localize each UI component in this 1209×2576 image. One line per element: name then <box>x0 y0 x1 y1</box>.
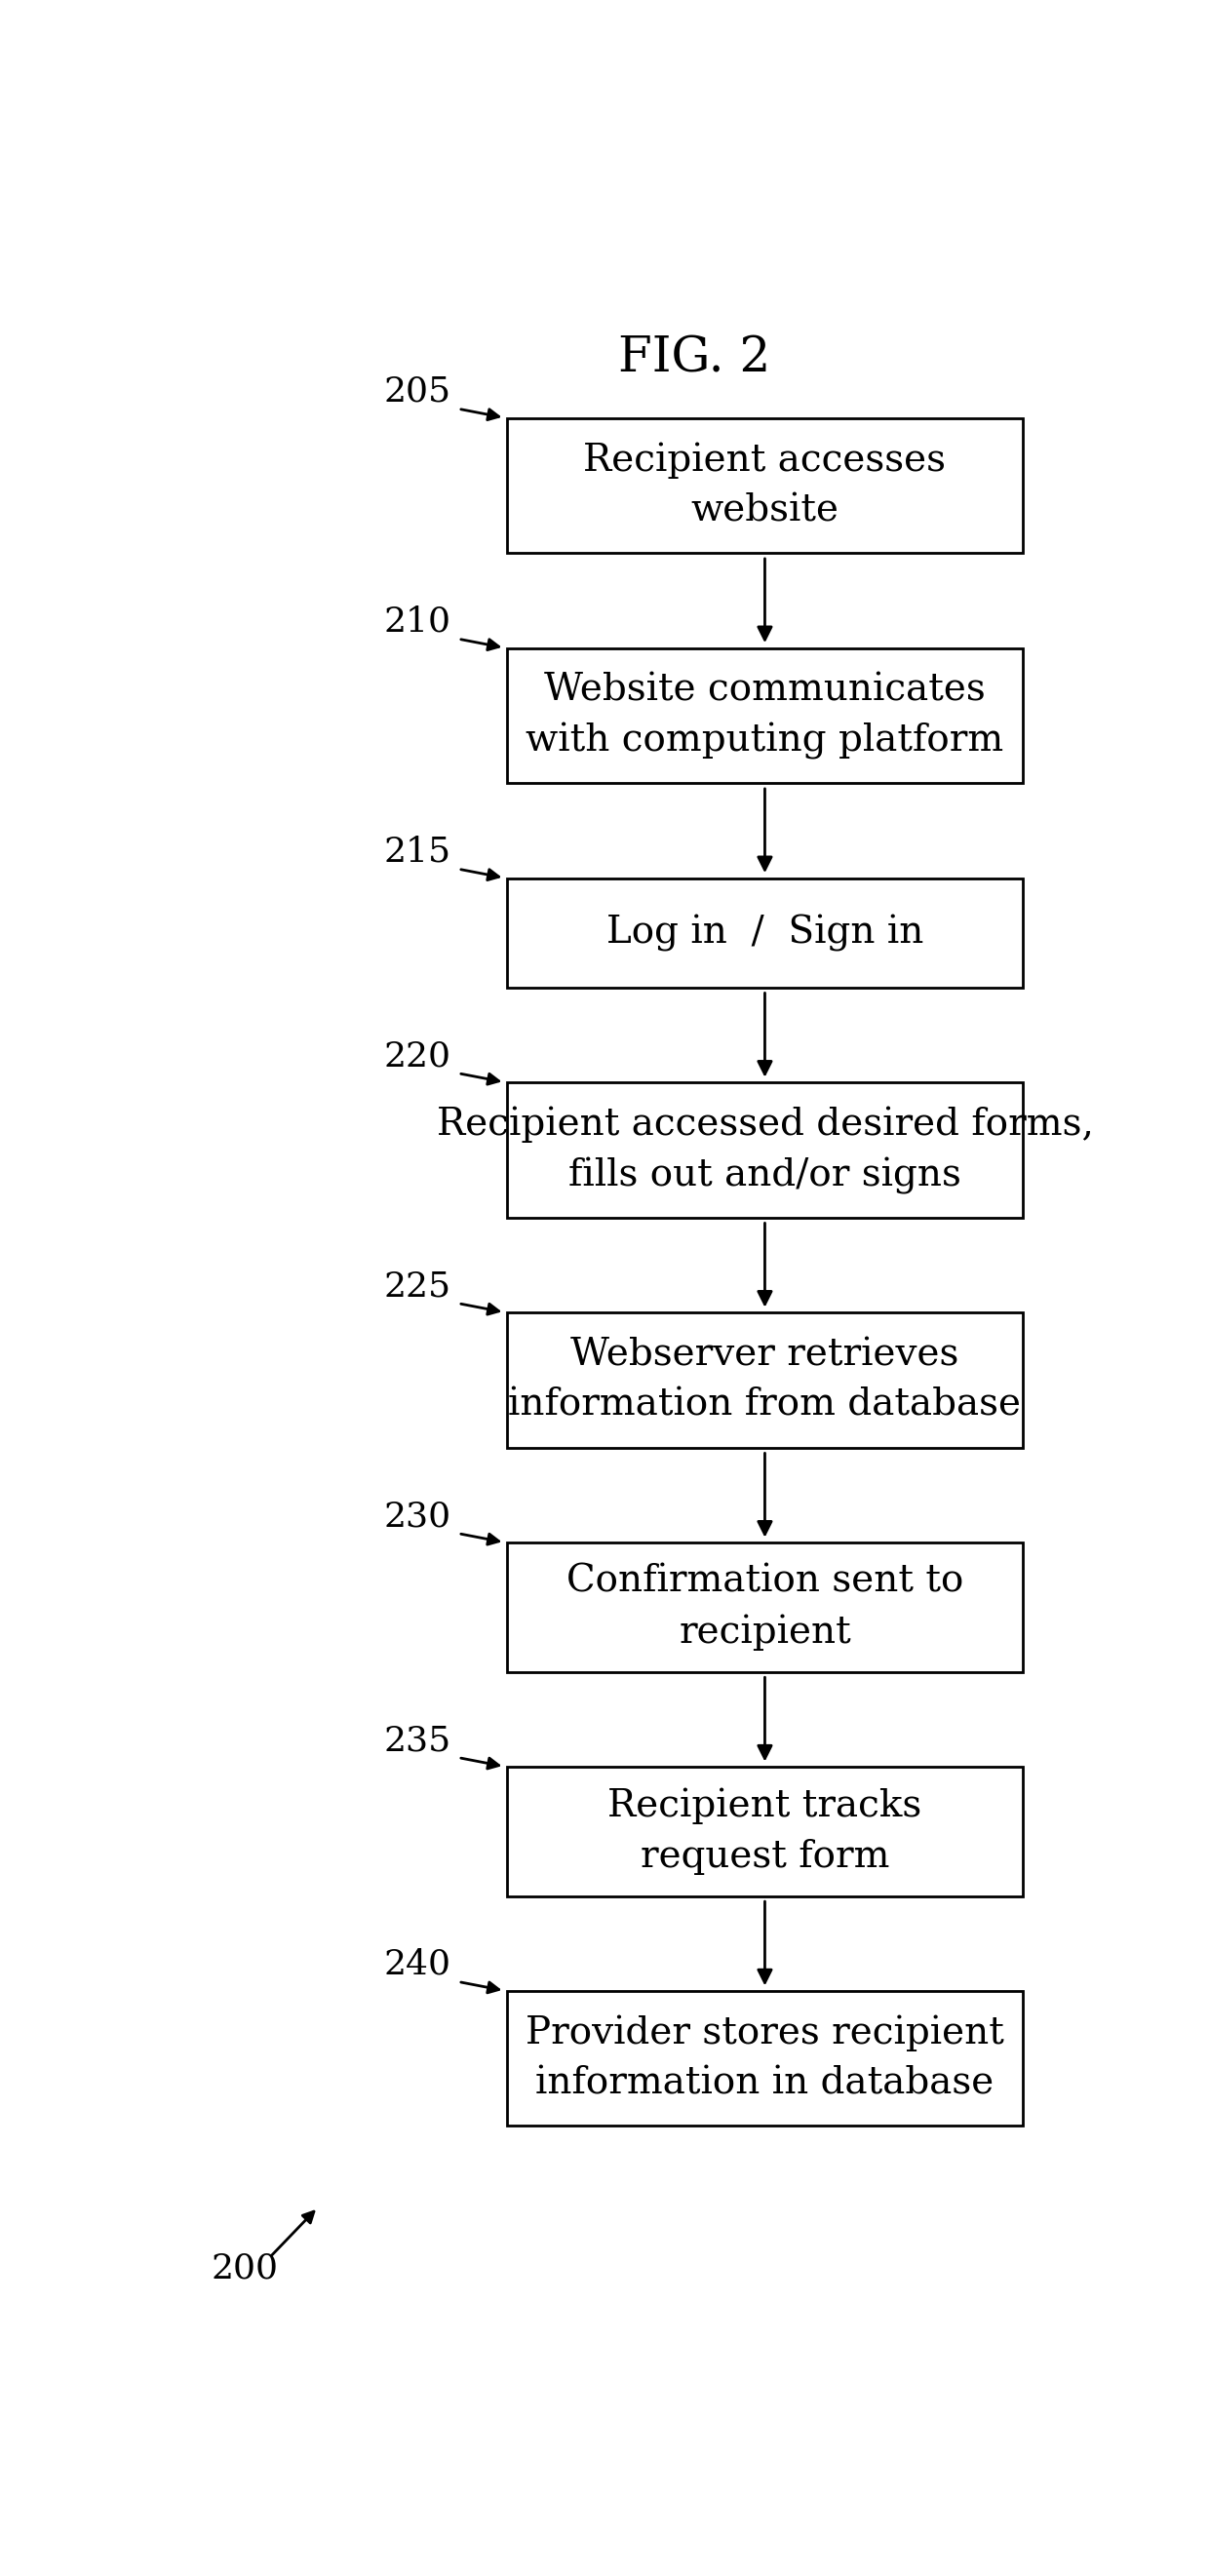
Text: Confirmation sent to
recipient: Confirmation sent to recipient <box>566 1564 964 1651</box>
Text: 205: 205 <box>383 376 451 407</box>
Text: Recipient accessed desired forms,
fills out and/or signs: Recipient accessed desired forms, fills … <box>436 1105 1093 1195</box>
Text: Recipient tracks
request form: Recipient tracks request form <box>608 1788 922 1875</box>
Text: 200: 200 <box>212 2251 278 2285</box>
Text: 230: 230 <box>383 1499 451 1533</box>
Text: Recipient accesses
website: Recipient accesses website <box>584 443 947 528</box>
Text: 220: 220 <box>383 1041 451 1072</box>
Bar <box>508 1543 1023 1672</box>
Text: 225: 225 <box>383 1270 451 1303</box>
Text: 210: 210 <box>383 605 451 639</box>
Text: Webserver retrieves
information from database: Webserver retrieves information from dat… <box>509 1337 1022 1425</box>
Text: Log in  /  Sign in: Log in / Sign in <box>606 914 924 951</box>
Bar <box>508 1314 1023 1448</box>
Bar <box>508 878 1023 987</box>
Text: 240: 240 <box>383 1947 451 1981</box>
Bar <box>508 417 1023 554</box>
Bar <box>508 1082 1023 1218</box>
Text: Website communicates
with computing platform: Website communicates with computing plat… <box>526 672 1003 760</box>
Text: 235: 235 <box>383 1723 451 1757</box>
Text: 215: 215 <box>383 835 451 868</box>
Bar <box>508 1767 1023 1896</box>
Bar <box>508 1991 1023 2125</box>
Text: Provider stores recipient
information in database: Provider stores recipient information in… <box>526 2014 1005 2102</box>
Bar <box>508 649 1023 783</box>
Text: FIG. 2: FIG. 2 <box>618 335 771 384</box>
